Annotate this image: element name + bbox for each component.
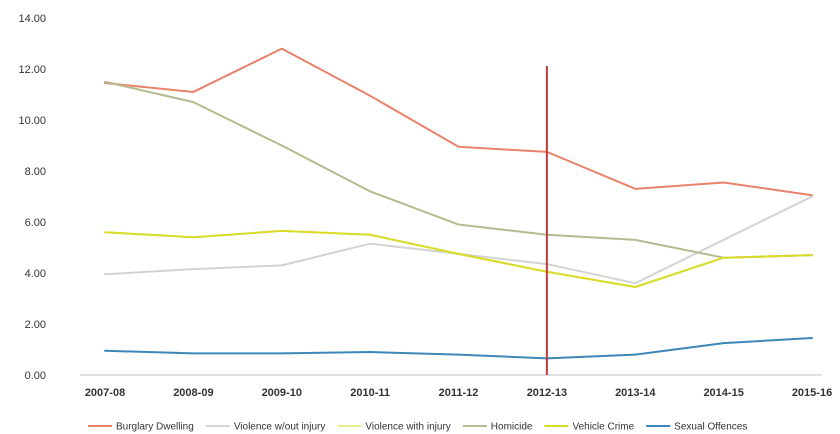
series-line-vehicle-crime: [104, 229, 813, 289]
x-tick-label: 2012-13: [527, 387, 567, 399]
legend-item: Burglary Dwelling: [88, 422, 194, 433]
legend-item: Sexual Offences: [646, 422, 747, 433]
x-tick-label: 2007-08: [85, 387, 125, 399]
legend-item: Vehicle Crime: [544, 422, 635, 433]
x-tick-label: 2011-12: [439, 387, 479, 399]
legend-label: Violence with injury: [365, 422, 450, 433]
y-tick-label: 6.00: [25, 217, 46, 229]
legend-label: Vehicle Crime: [572, 422, 634, 433]
series-line-violence-w-out-injury: [104, 195, 813, 285]
series-line-sexual-offences: [104, 337, 813, 360]
legend-item: Violence w/out injury: [205, 422, 326, 433]
x-tick-label: 2013-14: [615, 387, 656, 399]
y-tick-label: 2.00: [25, 319, 46, 331]
y-tick-label: 12.00: [18, 64, 46, 76]
y-tick-label: 8.00: [25, 166, 46, 178]
series-lines: [104, 47, 813, 360]
legend-label: Violence w/out injury: [234, 422, 326, 433]
legend-item: Homicide: [462, 422, 533, 433]
legend-label: Homicide: [491, 422, 533, 433]
legend-label: Burglary Dwelling: [116, 422, 194, 433]
x-tick-label: 2009-10: [262, 387, 302, 399]
series-line-violence-with-injury: [104, 229, 813, 289]
y-tick-label: 14.00: [18, 13, 46, 25]
series-line-homicide: [104, 80, 813, 259]
y-tick-label: 0.00: [25, 370, 46, 382]
x-tick-label: 2008-09: [173, 387, 213, 399]
x-axis-ticks: 2007-08 2008-09 2009-10 2010-11 2011-12 2012-…: [85, 387, 832, 399]
x-tick-label: 2010-11: [350, 387, 390, 399]
x-tick-label: 2015-16: [792, 387, 832, 399]
legend: Burglary Dwelling Violence w/out injury Vi…: [88, 422, 747, 433]
x-tick-label: 2014-15: [703, 387, 743, 399]
series-line-burglary-dwelling: [104, 47, 813, 197]
y-axis-ticks: 0.00 2.00 4.00 6.00 8.00 10.00 12.00 14.00: [18, 13, 46, 382]
y-tick-label: 10.00: [18, 115, 46, 127]
legend-item: Violence with injury: [337, 422, 451, 433]
y-tick-label: 4.00: [25, 268, 46, 280]
legend-label: Sexual Offences: [674, 422, 747, 433]
